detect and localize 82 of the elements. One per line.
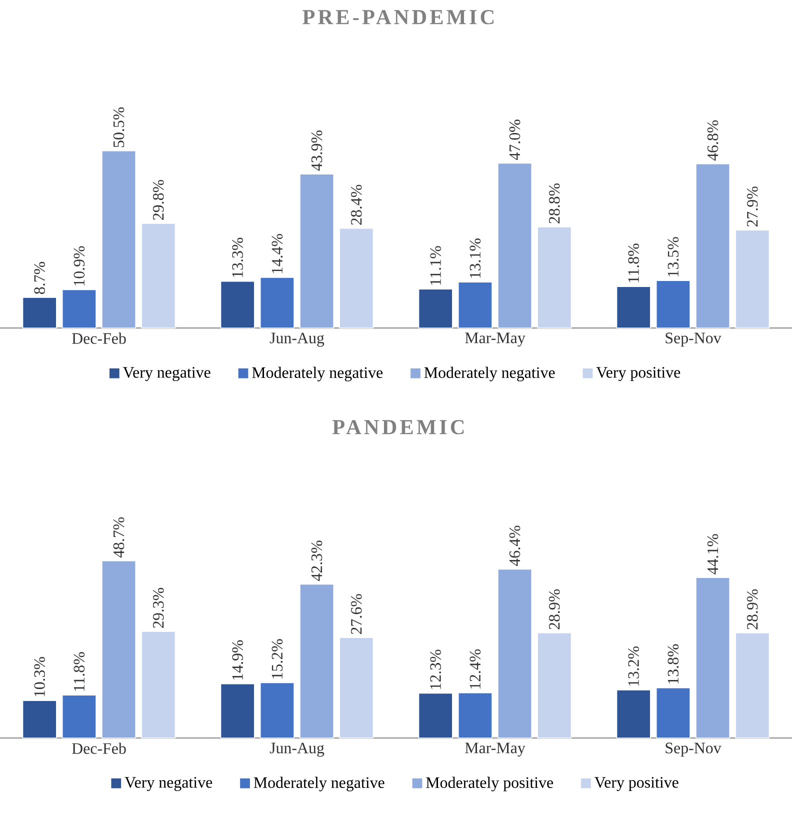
- legend-label: Very negative: [122, 367, 210, 382]
- legend-label: Moderately negative: [252, 366, 382, 382]
- x-tick-label: Sep-Nov: [666, 332, 722, 347]
- bar: [418, 288, 453, 328]
- data-label: 12.3%: [430, 650, 441, 689]
- bar: [695, 163, 730, 328]
- bar: [537, 632, 572, 738]
- chart-title: PRE-PANDEMIC: [302, 10, 494, 24]
- x-tick-label: Dec-Feb: [72, 742, 126, 754]
- bar: [101, 560, 136, 738]
- data-label: 44.1%: [707, 534, 718, 574]
- legend-label: Very negative: [124, 777, 212, 792]
- bar: [141, 631, 176, 738]
- bar: [101, 150, 136, 328]
- bar: [497, 162, 532, 328]
- bar: [299, 174, 334, 328]
- x-tick-label: Dec-Feb: [72, 332, 126, 344]
- chart-title: PANDEMIC: [332, 420, 464, 434]
- legend-label: Moderately negative: [254, 776, 384, 792]
- bar: [220, 683, 255, 738]
- data-label: 13.8%: [668, 644, 678, 684]
- data-label: 8.7%: [34, 262, 45, 294]
- data-label: 13.2%: [628, 646, 639, 686]
- bar: [141, 223, 176, 328]
- data-label: 29.3%: [152, 588, 164, 628]
- bar: [735, 632, 770, 738]
- data-label: 15.2%: [272, 639, 282, 678]
- data-label: 28.8%: [548, 183, 560, 224]
- data-label: 29.8%: [152, 180, 164, 220]
- data-label: 42.3%: [311, 540, 322, 581]
- data-label: 27.9%: [746, 186, 758, 227]
- data-label: 13.3%: [232, 238, 243, 278]
- bar: [22, 297, 57, 328]
- data-label: 43.9%: [311, 130, 322, 171]
- legend-label: Moderately positive: [426, 776, 553, 792]
- data-label: 11.8%: [74, 652, 84, 691]
- data-label: 50.5%: [113, 107, 124, 148]
- data-label: 28.4%: [350, 184, 362, 225]
- data-label: 14.9%: [232, 640, 243, 680]
- legend-label: Moderately negative: [424, 366, 555, 382]
- bar: [497, 568, 532, 738]
- bar: [656, 280, 690, 328]
- bar: [220, 280, 255, 328]
- bar: [62, 694, 96, 738]
- data-label: 48.7%: [113, 517, 124, 558]
- bar: [299, 584, 334, 738]
- data-label: 10.9%: [74, 246, 84, 286]
- x-tick-label: Mar-May: [464, 742, 526, 757]
- bar: [616, 286, 651, 328]
- bar: [260, 682, 294, 738]
- bar: [22, 700, 57, 738]
- bar: [458, 692, 492, 738]
- bar: [418, 692, 453, 738]
- data-label: 11.8%: [628, 244, 639, 282]
- bar: [260, 277, 294, 328]
- data-label: 10.3%: [34, 656, 45, 696]
- bar: [656, 687, 690, 738]
- bar: [735, 230, 770, 328]
- bar: [339, 228, 374, 328]
- x-tick-label: Mar-May: [464, 332, 526, 347]
- bar: [537, 226, 572, 328]
- data-label: 13.1%: [470, 238, 480, 278]
- bar: [339, 637, 374, 738]
- x-tick-label: Jun-Aug: [270, 332, 324, 347]
- bar: [616, 690, 651, 738]
- data-label: 46.8%: [707, 120, 718, 161]
- data-label: 28.9%: [548, 589, 560, 630]
- data-label: 14.4%: [272, 234, 282, 274]
- legend-label: Very positive: [594, 777, 678, 792]
- bar: [62, 289, 96, 328]
- x-tick-label: Jun-Aug: [270, 742, 324, 757]
- data-label: 46.4%: [509, 526, 520, 566]
- data-label: 28.9%: [746, 589, 758, 630]
- data-label: 47.0%: [509, 120, 520, 160]
- legend-label: Very positive: [596, 367, 680, 382]
- data-label: 11.1%: [430, 246, 441, 285]
- bar: [695, 577, 730, 738]
- x-tick-label: Sep-Nov: [666, 742, 722, 757]
- data-label: 13.5%: [668, 237, 678, 276]
- data-label: 27.6%: [350, 594, 362, 634]
- bar: [458, 282, 492, 328]
- data-label: 12.4%: [470, 649, 480, 689]
